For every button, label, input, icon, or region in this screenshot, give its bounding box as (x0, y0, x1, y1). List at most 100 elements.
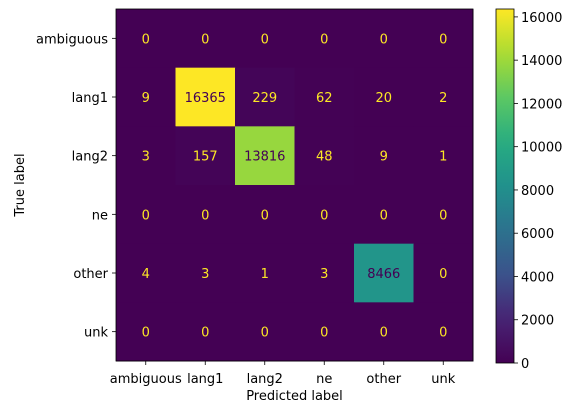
heatmap-cell (235, 243, 295, 303)
cell-value-label: 0 (201, 208, 209, 223)
y-tick-label: unk (84, 326, 108, 341)
heatmap-cell (413, 67, 474, 127)
heatmap-cell (294, 185, 355, 245)
cell-value-label: 0 (439, 208, 447, 223)
colorbar-tick-label: 0 (521, 357, 529, 372)
cell-value-label: 0 (142, 326, 150, 341)
x-tick-label: lang2 (247, 372, 283, 387)
colorbar-tick-label: 12000 (521, 97, 562, 112)
heatmap-cells (116, 9, 474, 362)
heatmap-cell (175, 9, 236, 69)
cell-value-label: 0 (439, 326, 447, 341)
cell-value-label: 0 (439, 32, 447, 47)
heatmap-cell-labels: 0 0 0 0 0 0 9 16365 229 62 20 2 3 157 13816 48 9 1 0 0 0 0 0 0 4… (142, 32, 448, 340)
heatmap-cell (116, 67, 176, 127)
y-axis-ticks: ambiguous lang1 lang2 ne other unk (36, 32, 116, 341)
heatmap-cell (235, 126, 295, 186)
heatmap-cell (354, 67, 414, 127)
cell-value-label: 0 (201, 32, 209, 47)
cell-value-label: 9 (380, 150, 388, 165)
heatmap-cell (294, 67, 355, 127)
x-axis-ticks: ambiguous lang1 lang2 ne other unk (110, 361, 456, 387)
cell-value-label: 1 (261, 267, 269, 282)
colorbar-tick-label: 4000 (521, 270, 554, 285)
colorbar-gradient (496, 9, 514, 363)
colorbar-tick-label: 8000 (521, 184, 554, 199)
cell-value-label: 20 (375, 91, 392, 106)
y-tick-label: ambiguous (36, 32, 108, 47)
heatmap-cell (413, 9, 474, 69)
colorbar: 0 2000 4000 6000 8000 10000 12000 14000 16000 (495, 8, 562, 372)
colorbar-tick-label: 10000 (521, 141, 562, 156)
cell-value-label: 0 (380, 326, 388, 341)
y-tick-label: ne (92, 208, 108, 223)
heatmap-cell (116, 9, 176, 69)
cell-value-label: 3 (320, 267, 328, 282)
cell-value-label: 0 (320, 32, 328, 47)
y-tick-label: other (73, 267, 108, 282)
heatmap-cell (175, 185, 236, 245)
cell-value-label: 229 (252, 91, 277, 106)
heatmap-cell (354, 302, 414, 362)
cell-value-label: 13816 (244, 150, 285, 165)
heatmap-cell (175, 243, 236, 303)
heatmap-cell (116, 185, 176, 245)
cell-value-label: 9 (142, 91, 150, 106)
heatmap-cell (235, 67, 295, 127)
x-tick-label: lang1 (187, 372, 223, 387)
x-axis-label: Predicted label (246, 389, 343, 403)
plot-frame (115, 8, 474, 362)
y-tick-label: lang1 (72, 91, 108, 106)
cell-value-label: 0 (320, 326, 328, 341)
cell-value-label: 3 (142, 150, 150, 165)
heatmap-cell (354, 126, 414, 186)
heatmap-cell (235, 302, 295, 362)
heatmap-cell (235, 9, 295, 69)
heatmap-cell (354, 185, 414, 245)
cell-value-label: 3 (201, 267, 209, 282)
heatmap-cell (235, 185, 295, 245)
cell-value-label: 2 (439, 91, 447, 106)
colorbar-frame (495, 8, 515, 364)
colorbar-tick-label: 2000 (521, 314, 554, 329)
heatmap-cell (413, 243, 474, 303)
heatmap-cell (116, 243, 176, 303)
cell-value-label: 0 (142, 32, 150, 47)
heatmap-cell (294, 243, 355, 303)
heatmap-cell (116, 302, 176, 362)
heatmap-cell (175, 67, 236, 127)
cell-value-label: 1 (439, 150, 447, 165)
heatmap-cell (413, 302, 474, 362)
y-tick-label: lang2 (72, 150, 108, 165)
cell-value-label: 48 (316, 150, 333, 165)
heatmap-cell (413, 126, 474, 186)
cell-value-label: 16365 (185, 91, 226, 106)
heatmap-cell (354, 9, 414, 69)
heatmap-cell (354, 243, 414, 303)
colorbar-tick-label: 14000 (521, 54, 562, 69)
cell-value-label: 0 (261, 208, 269, 223)
y-axis-label: True label (13, 153, 28, 217)
colorbar-tick-label: 6000 (521, 227, 554, 242)
cell-value-label: 4 (142, 267, 150, 282)
cell-value-label: 0 (201, 326, 209, 341)
cell-value-label: 0 (380, 32, 388, 47)
heatmap-cell (294, 302, 355, 362)
heatmap-cell (413, 185, 474, 245)
x-tick-label: ne (316, 372, 332, 387)
heatmap-cell (175, 126, 236, 186)
x-tick-label: other (366, 372, 401, 387)
cell-value-label: 0 (320, 208, 328, 223)
cell-value-label: 157 (193, 150, 218, 165)
heatmap-cell (294, 126, 355, 186)
cell-value-label: 62 (316, 91, 333, 106)
cell-value-label: 8466 (367, 267, 400, 282)
heatmap-cell (294, 9, 355, 69)
heatmap-cell (175, 302, 236, 362)
cell-value-label: 0 (380, 208, 388, 223)
cell-value-label: 0 (142, 208, 150, 223)
x-tick-label: unk (431, 372, 455, 387)
heatmap-cell (116, 126, 176, 186)
cell-value-label: 0 (439, 267, 447, 282)
